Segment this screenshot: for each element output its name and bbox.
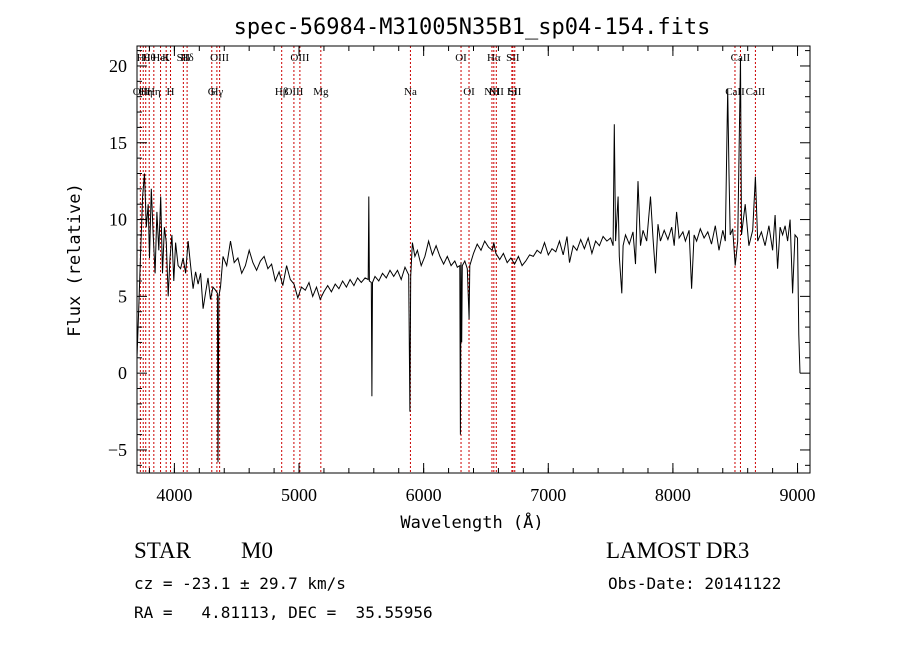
x-tick-label-2: 6000 [406,485,442,505]
y-tick-label-5: 20 [109,56,127,76]
line-marker-label-19: OI [463,86,475,98]
line-marker-label-12: OIII [210,52,229,64]
line-marker-label-16: Mg [313,86,329,98]
x-axis-label: Wavelength (Å) [400,511,543,533]
object-subclass: M0 [241,538,273,563]
line-marker-label-15: OIII [290,52,309,64]
line-marker-label-27: CaII [731,52,751,64]
line-marker-label-13: Hβ [275,86,289,98]
y-tick-label-2: 5 [118,286,127,306]
line-marker-label-7: H [167,86,175,98]
line-marker-label-24: SII [506,52,520,64]
line-marker-label-25: SII [508,86,522,98]
x-axis: 4000 5000 6000 7000 8000 9000 [148,46,816,505]
y-tick-label-3: 10 [109,210,127,230]
line-marker-label-6: K [162,52,170,64]
line-marker-label-22: NII [489,86,505,98]
survey-release: LAMOST DR3 [606,538,750,563]
x-tick-label-1: 5000 [281,485,317,505]
line-marker-label-14: OIII [284,86,303,98]
line-marker-label-4: Hη [147,86,161,98]
line-marker-label-1: Hθ [137,52,150,64]
line-marker-label-10: G [208,86,216,98]
y-tick-label-4: 15 [109,133,127,153]
y-axis: −5 0 5 10 15 20 [108,50,810,466]
line-marker-label-9: Hδ [181,52,194,64]
line-marker-label-23: Li [507,86,517,98]
line-marker-label-21: Hα [487,52,501,64]
object-class: STAR [134,538,191,563]
y-axis-label: Flux (relative) [65,183,85,337]
line-marker-label-28: CaII [746,86,766,98]
chart-title: spec-56984-M31005N35B1_sp04-154.fits [234,15,711,40]
x-tick-label-5: 9000 [780,485,816,505]
y-tick-label-0: −5 [108,440,127,460]
line-marker-label-18: OI [455,52,467,64]
x-tick-label-3: 7000 [530,485,566,505]
line-marker-label-5: HeI [152,52,169,64]
x-tick-label-0: 4000 [156,485,192,505]
x-tick-label-4: 8000 [655,485,691,505]
spectrum-line [136,58,801,463]
y-tick-label-1: 0 [118,363,127,383]
line-marker-label-17: Na [404,86,417,98]
line-marker-label-11: Hγ [210,86,223,98]
redshift-velocity: cz = -23.1 ± 29.7 km/s [134,574,346,593]
observation-date: Obs-Date: 20141122 [608,574,782,593]
line-marker-label-3: Hθ [143,52,156,64]
coordinates: RA = 4.81113, DEC = 35.55956 [134,603,433,622]
